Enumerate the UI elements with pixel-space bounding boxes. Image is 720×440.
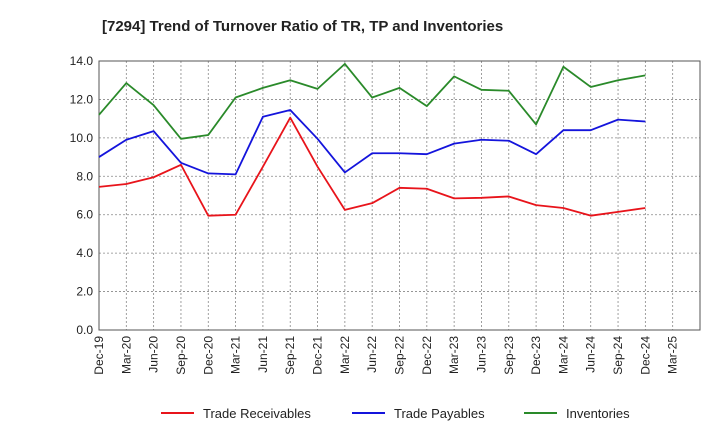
x-tick-label: Mar-20 [119,336,133,374]
plot-area-frame [98,60,701,331]
x-tick-label: Sep-23 [502,336,516,375]
x-axis: Dec-19 Mar-20 Jun-20 Sep-20 Dec-20 Mar-21 Jun-… [92,336,680,375]
x-tick-label: Dec-23 [529,336,543,375]
y-tick-label: 14.0 [70,54,94,68]
legend-label: Trade Receivables [203,406,311,421]
grid-lines [99,61,700,330]
series-line [98,62,646,140]
legend-item: Trade Receivables [161,406,311,421]
legend-label: Inventories [566,406,630,421]
y-tick-label: 4.0 [76,246,93,260]
x-tick-label: Sep-24 [611,336,625,375]
series-lines [98,62,646,217]
chart-title: [7294] Trend of Turnover Ratio of TR, TP… [102,18,503,35]
y-tick-label: 2.0 [76,285,93,299]
x-tick-label: Mar-23 [447,336,461,374]
x-tick-label: Dec-24 [638,336,652,375]
y-tick-label: 0.0 [76,323,93,337]
legend-item: Inventories [524,406,630,421]
y-tick-label: 8.0 [76,169,93,183]
x-tick-label: Sep-20 [174,336,188,375]
x-tick-label: Dec-20 [201,336,215,375]
x-tick-label: Jun-21 [256,336,270,373]
legend: Trade Receivables Trade Payables Inventori… [161,406,630,421]
legend-label: Trade Payables [394,406,485,421]
y-axis: 0.0 2.0 4.0 6.0 8.0 10.0 12.0 14.0 [70,54,94,337]
x-tick-label: Sep-22 [393,336,407,375]
x-tick-label: Jun-23 [474,336,488,373]
y-tick-label: 12.0 [70,92,94,106]
x-tick-label: Dec-22 [420,336,434,375]
x-tick-label: Jun-20 [147,336,161,373]
x-tick-label: Mar-21 [229,336,243,374]
x-tick-label: Jun-24 [584,336,598,373]
x-tick-label: Dec-19 [92,336,106,375]
y-tick-label: 10.0 [70,131,94,145]
x-tick-label: Mar-25 [666,336,680,374]
x-tick-label: Jun-22 [365,336,379,373]
x-tick-label: Mar-22 [338,336,352,374]
series-line [98,116,646,217]
x-tick-label: Dec-21 [311,336,325,375]
x-tick-label: Sep-21 [283,336,297,375]
y-tick-label: 6.0 [76,208,93,222]
series-line [98,109,646,176]
legend-item: Trade Payables [352,406,485,421]
x-tick-label: Mar-24 [556,336,570,374]
